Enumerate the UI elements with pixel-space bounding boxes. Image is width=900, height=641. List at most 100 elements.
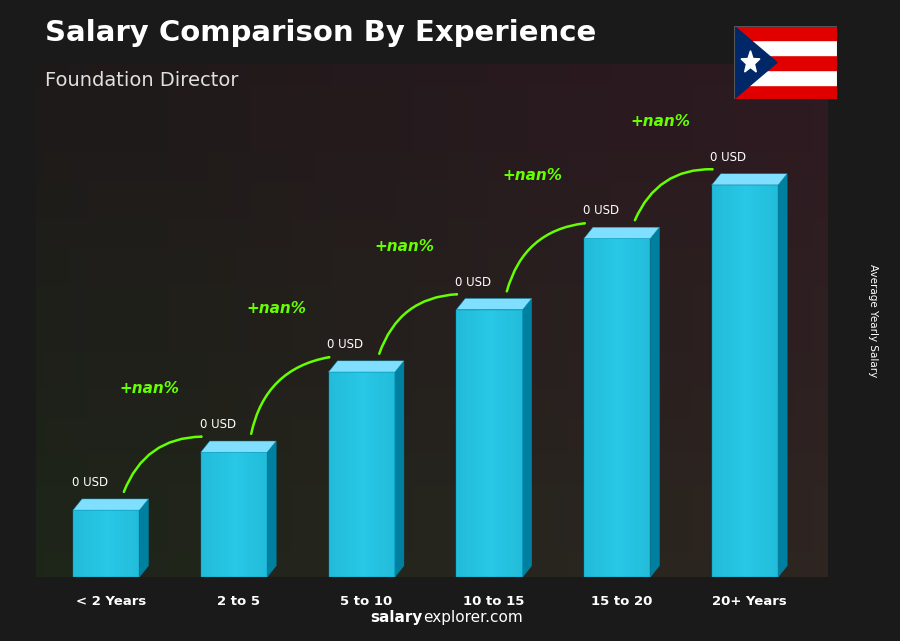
Bar [230, 452, 232, 577]
Bar [476, 310, 479, 577]
Text: +nan%: +nan% [502, 168, 562, 183]
Bar [97, 510, 100, 577]
Bar [252, 452, 254, 577]
Bar [456, 310, 523, 577]
Polygon shape [140, 499, 148, 577]
Polygon shape [741, 51, 760, 72]
Bar [254, 452, 256, 577]
Bar [624, 238, 626, 577]
Bar [467, 310, 470, 577]
Bar [584, 238, 586, 577]
Bar [82, 510, 84, 577]
Bar [245, 452, 248, 577]
Bar [80, 510, 82, 577]
Text: +nan%: +nan% [374, 239, 435, 254]
Bar [762, 185, 765, 577]
Bar [756, 185, 759, 577]
Text: Salary Comparison By Experience: Salary Comparison By Experience [45, 19, 596, 47]
Bar [734, 185, 736, 577]
Bar [767, 185, 770, 577]
Text: 0 USD: 0 USD [582, 204, 619, 217]
Bar [734, 70, 837, 85]
Bar [84, 510, 86, 577]
Text: 0 USD: 0 USD [328, 338, 364, 351]
Polygon shape [712, 174, 788, 185]
Bar [730, 185, 732, 577]
Bar [76, 510, 77, 577]
Polygon shape [395, 361, 404, 577]
Bar [342, 372, 344, 577]
Polygon shape [651, 227, 660, 577]
Bar [771, 185, 774, 577]
Bar [351, 372, 353, 577]
Bar [626, 238, 628, 577]
Polygon shape [456, 299, 532, 310]
Bar [734, 85, 837, 99]
Bar [750, 185, 751, 577]
Bar [377, 372, 380, 577]
Bar [725, 185, 727, 577]
Bar [634, 238, 637, 577]
Bar [456, 310, 458, 577]
Text: +nan%: +nan% [119, 381, 179, 397]
Bar [644, 238, 646, 577]
Bar [508, 310, 509, 577]
Polygon shape [328, 361, 404, 372]
Bar [595, 238, 598, 577]
Polygon shape [201, 441, 276, 452]
Bar [516, 310, 518, 577]
Bar [359, 372, 362, 577]
Bar [120, 510, 122, 577]
Bar [732, 185, 733, 577]
Text: 10 to 15: 10 to 15 [464, 595, 525, 608]
Bar [223, 452, 225, 577]
Polygon shape [778, 174, 788, 577]
Bar [249, 452, 252, 577]
Bar [263, 452, 265, 577]
Bar [339, 372, 342, 577]
Bar [371, 372, 373, 577]
Text: +nan%: +nan% [630, 114, 690, 129]
Bar [463, 310, 465, 577]
Bar [73, 510, 76, 577]
Bar [100, 510, 102, 577]
Bar [380, 372, 382, 577]
Bar [115, 510, 117, 577]
Text: salary: salary [371, 610, 423, 625]
Bar [375, 372, 377, 577]
Bar [712, 185, 714, 577]
Bar [474, 310, 476, 577]
FancyArrowPatch shape [507, 223, 585, 292]
Bar [509, 310, 511, 577]
Bar [631, 238, 633, 577]
Polygon shape [523, 299, 532, 577]
Bar [335, 372, 338, 577]
Bar [598, 238, 599, 577]
Bar [602, 238, 604, 577]
Bar [201, 452, 267, 577]
Bar [338, 372, 339, 577]
Text: Foundation Director: Foundation Director [45, 71, 239, 90]
Bar [95, 510, 97, 577]
Bar [102, 510, 104, 577]
Bar [368, 372, 371, 577]
Bar [511, 310, 514, 577]
Bar [225, 452, 228, 577]
Bar [584, 238, 651, 577]
Bar [613, 238, 615, 577]
Bar [238, 452, 240, 577]
Bar [122, 510, 124, 577]
Bar [248, 452, 249, 577]
Bar [472, 310, 474, 577]
Bar [604, 238, 607, 577]
Bar [104, 510, 106, 577]
Bar [386, 372, 388, 577]
Bar [589, 238, 590, 577]
Bar [774, 185, 776, 577]
Text: explorer.com: explorer.com [423, 610, 523, 625]
Bar [328, 372, 395, 577]
Bar [205, 452, 207, 577]
Bar [210, 452, 212, 577]
Bar [219, 452, 220, 577]
Bar [723, 185, 725, 577]
